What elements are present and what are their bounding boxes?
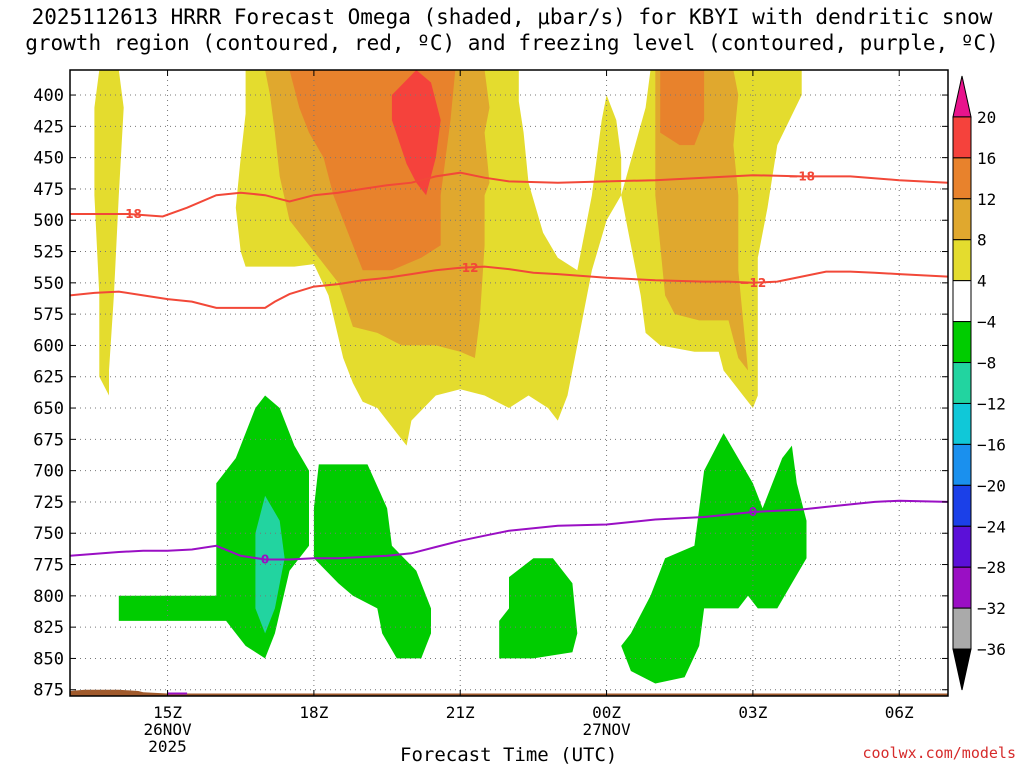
plot-border xyxy=(69,69,949,697)
contour-label-2-0: 0 xyxy=(261,553,269,567)
colorbar-cell-8 xyxy=(952,402,972,445)
x-tick-label-15Z-1: 26NOV xyxy=(143,720,192,739)
contour-label-0-1: −18 xyxy=(788,169,815,183)
colorbar-cell-2 xyxy=(952,157,972,200)
colorbar-cell-3 xyxy=(952,198,972,241)
x-tick-label-18Z-0: 18Z xyxy=(299,703,328,722)
colorbar-label-8: −16 xyxy=(977,435,1006,454)
x-tick-label-15Z-0: 15Z xyxy=(153,703,182,722)
y-tick-label-550: 550 xyxy=(33,274,64,294)
x-tick-label-06Z-0: 06Z xyxy=(885,703,914,722)
colorbar-top-arrow xyxy=(952,75,972,118)
omega-region-12-1 xyxy=(660,70,705,146)
colorbar-label-11: −28 xyxy=(977,558,1006,577)
colorbar-cell-4 xyxy=(952,239,972,282)
colorbar-cell-1 xyxy=(952,116,972,159)
contour-line-1 xyxy=(70,265,948,309)
y-tick-label-675: 675 xyxy=(33,430,64,450)
y-tick-label-425: 425 xyxy=(33,117,64,137)
colorbar-label-0: 20 xyxy=(977,108,996,127)
x-tick-label-00Z-1: 27NOV xyxy=(582,720,631,739)
omega-region-16-0 xyxy=(391,70,441,196)
colorbar-cell-5 xyxy=(952,280,972,323)
contour-label-2-1: 0 xyxy=(749,505,757,519)
omega-region--4-1 xyxy=(313,464,431,659)
terrain-area xyxy=(70,689,948,696)
colorbar-label-1: 16 xyxy=(977,149,996,168)
x-tick-label-00Z-0: 00Z xyxy=(592,703,621,722)
colorbar-label-6: −8 xyxy=(977,354,996,373)
x-tick-label-21Z-0: 21Z xyxy=(446,703,475,722)
colorbar-cell-12 xyxy=(952,566,972,609)
colorbar-bottom-arrow xyxy=(952,648,972,691)
colorbar-cell-7 xyxy=(952,362,972,404)
y-tick-label-500: 500 xyxy=(33,211,64,231)
plot-frame xyxy=(69,69,949,697)
colorbar-label-3: 8 xyxy=(977,231,987,250)
contour-label-0-0: −18 xyxy=(115,207,142,221)
credit-link[interactable]: coolwx.com/models xyxy=(862,744,1016,762)
colorbar-label-7: −12 xyxy=(977,394,1006,413)
chart-title: 2025112613 HRRR Forecast Omega (shaded, … xyxy=(0,4,1024,56)
contour-line-0 xyxy=(70,171,948,218)
colorbar-cell-11 xyxy=(952,525,972,568)
omega-region--4-2 xyxy=(499,558,578,659)
chart-title-line-2: growth region (contoured, red, ºC) and f… xyxy=(25,31,999,55)
omega-region-4-0 xyxy=(94,70,124,396)
x-tick-label-15Z-2: 2025 xyxy=(148,737,187,756)
y-tick-label-525: 525 xyxy=(33,243,64,263)
y-tick-label-400: 400 xyxy=(33,86,64,106)
y-tick-label-725: 725 xyxy=(33,493,64,513)
colorbar-label-12: −32 xyxy=(977,599,1006,618)
x-axis-label: Forecast Time (UTC) xyxy=(400,744,618,766)
y-tick-label-750: 750 xyxy=(33,524,64,544)
omega-shading-layer xyxy=(70,70,948,696)
y-tick-label-800: 800 xyxy=(33,587,64,607)
colorbar-cell-13 xyxy=(952,607,972,650)
colorbar-label-10: −24 xyxy=(977,517,1006,536)
contour-label-1-0: −12 xyxy=(452,261,479,275)
contour-line-2 xyxy=(70,499,948,561)
y-tick-label-575: 575 xyxy=(33,305,64,325)
omega-region-8-1 xyxy=(655,70,748,371)
y-tick-label-650: 650 xyxy=(33,399,64,419)
colorbar-label-13: −36 xyxy=(977,640,1006,659)
y-tick-label-475: 475 xyxy=(33,180,64,200)
colorbar-label-9: −20 xyxy=(977,476,1006,495)
y-tick-label-875: 875 xyxy=(33,681,64,701)
omega-region--4-3 xyxy=(621,433,807,684)
contour-layer: −18 −18 −12 −12 0 0 xyxy=(70,169,948,695)
y-tick-label-700: 700 xyxy=(33,462,64,482)
y-tick-label-850: 850 xyxy=(33,649,64,669)
colorbar-cell-6 xyxy=(952,321,972,364)
colorbar-label-2: 12 xyxy=(977,190,996,209)
chart-title-line-1: 2025112613 HRRR Forecast Omega (shaded, … xyxy=(31,5,993,29)
axes-layer: 400 425 450 475 500 525 550 575 600 625 650 675 700 7… xyxy=(33,70,948,756)
y-tick-label-625: 625 xyxy=(33,368,64,388)
colorbar-label-4: 4 xyxy=(977,272,987,291)
y-tick-label-775: 775 xyxy=(33,556,64,576)
colorbar-label-5: −4 xyxy=(977,313,996,332)
colorbar-cell-9 xyxy=(952,443,972,486)
contour-label-1-1: −12 xyxy=(740,276,767,290)
x-tick-label-03Z-0: 03Z xyxy=(738,703,767,722)
colorbar-cell-10 xyxy=(952,484,972,527)
y-tick-label-450: 450 xyxy=(33,149,64,169)
y-tick-label-825: 825 xyxy=(33,618,64,638)
colorbar: 20 16 12 8 4 −4 −8 −12 −16 −20 −24 −28 −32 −36 xyxy=(952,75,1006,691)
y-tick-label-600: 600 xyxy=(33,336,64,356)
